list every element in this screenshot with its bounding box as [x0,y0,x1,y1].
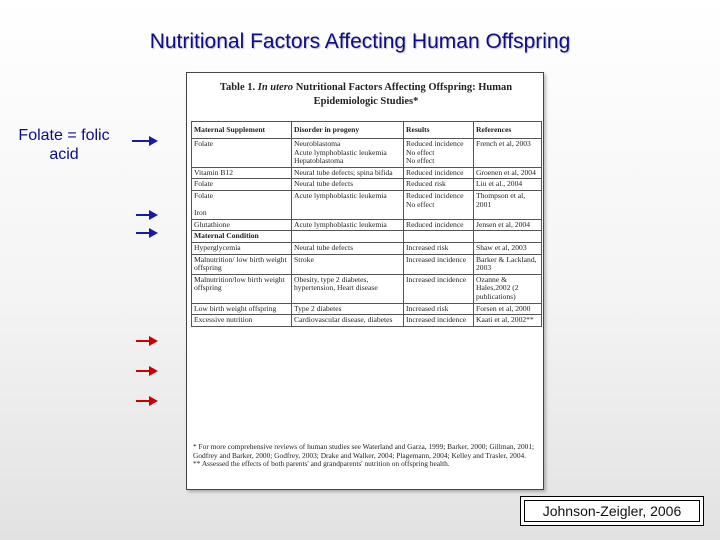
table-cell: Ozanne & Hales,2002 (2 publications) [473,273,542,304]
table-row: Low birth weight offspring Type 2 diabete… [191,302,542,316]
table-cell: Acute lymphoblastic leukemia [291,218,404,232]
table-cell: Vitamin B12 [191,166,292,180]
table-row: Folate Iron Acute lymphoblastic leukemia R… [191,189,542,220]
table-cell: Cardiovascular disease, diabetes [291,314,404,327]
table-cell: Obesity, type 2 diabetes, hypertension, … [291,273,404,304]
table-cell: Neuroblastoma Acute lymphoblastic leukem… [291,138,404,168]
header-maternal-supplement: Maternal Supplement [191,121,292,139]
credit-box: Johnson-Zeigler, 2006 [520,496,704,526]
table-header-row: Maternal Supplement Disorder in progeny … [191,121,542,139]
table-cell: Increased incidence [403,253,474,275]
table-cell: Reduced incidence [403,166,474,180]
table-cell: Stroke [291,253,404,275]
header-references: References [473,121,542,139]
table-image: Table 1. In utero Nutritional Factors Af… [186,72,544,490]
arrow-stroke-icon [136,336,158,346]
table-cell: Increased risk [403,241,474,255]
footnote-1: * For more comprehensive reviews of huma… [193,442,535,460]
table-cell: Malnutrition/low birth weight offspring [191,273,292,304]
table-cell: Malnutrition/ low birth weight offspring [191,253,292,275]
table-title-rest: Nutritional Factors Affecting Offspring:… [295,82,513,107]
arrow-lbw-icon [136,396,158,406]
table-cell: Increased incidence [403,314,474,327]
table-row: Folate Neuroblastoma Acute lymphoblastic … [191,138,542,168]
table-cell: Excessive nutrition [191,314,292,327]
table-row: Hyperglycemia Neural tube defects Increase… [191,241,542,255]
table-cell: Thompson et al, 2001 [473,189,542,220]
arrow-folate-ntd-icon [136,228,158,238]
table-cell: Reduced incidence No effect No effect [403,138,474,168]
table-cell: Acute lymphoblastic leukemia [291,189,404,220]
table-title-italic: In utero [257,82,294,93]
table-cell: Hyperglycemia [191,241,292,255]
table-title-prefix: Table 1. [219,82,256,93]
section-label: Maternal Condition [191,230,292,243]
table-cell: Liu et al., 2004 [473,178,542,191]
table-cell: Type 2 diabetes [291,302,404,316]
table-cell: Folate [191,178,292,191]
table-cell: Reduced risk [403,178,474,191]
table-cell: Neural tube defects [291,241,404,255]
table-cell: Folate Iron [191,189,292,220]
table-row: Folate Neural tube defects Reduced risk Liu… [191,178,542,191]
table-footnote: * For more comprehensive reviews of huma… [193,442,537,469]
table-cell: Increased risk [403,302,474,316]
data-table: Maternal Supplement Disorder in progeny … [191,121,542,327]
arrow-b12-icon [136,210,158,220]
side-note: Folate = folic acid [18,127,110,163]
table-cell: Groenen et al, 2004 [473,166,542,180]
table-row: Malnutrition/ low birth weight offspring… [191,253,542,275]
slide-title: Nutritional Factors Affecting Human Offs… [149,30,571,53]
arrow-obesity-icon [136,366,158,376]
table-cell: Barker & Lackland, 2003 [473,253,542,275]
table-cell: Neural tube defects; spina bifida [291,166,404,180]
table-row: Vitamin B12 Neural tube defects; spina bi… [191,166,542,180]
footnote-2: ** Assessed the effects of both parents'… [193,459,450,469]
table-cell: Kaati et al, 2002** [473,314,542,327]
arrow-folate-icon [132,136,158,146]
table-row: Glutathione Acute lymphoblastic leukemia R… [191,218,542,232]
table-cell: Neural tube defects [291,178,404,191]
credit-text: Johnson-Zeigler, 2006 [542,503,682,519]
table-cell: Shaw et al, 2003 [473,241,542,255]
table-row: Malnutrition/low birth weight offspring O… [191,273,542,304]
header-results: Results [403,121,474,139]
section-row: Maternal Condition [191,230,542,243]
table-cell: Glutathione [191,218,292,232]
table-cell: Low birth weight offspring [191,302,292,316]
table-row: Excessive nutrition Cardiovascular diseas… [191,314,542,327]
table-title: Table 1. In utero Nutritional Factors Af… [193,81,539,109]
table-cell: French et al, 2003 [473,138,542,168]
table-cell: Reduced incidence [403,218,474,232]
header-disorder: Disorder in progeny [291,121,404,139]
table-cell: Folate [191,138,292,168]
table-cell: Jensen et al, 2004 [473,218,542,232]
table-cell: Reduced incidence No effect [403,189,474,220]
table-cell: Forsen et al, 2000 [473,302,542,316]
table-cell: Increased incidence [403,273,474,304]
